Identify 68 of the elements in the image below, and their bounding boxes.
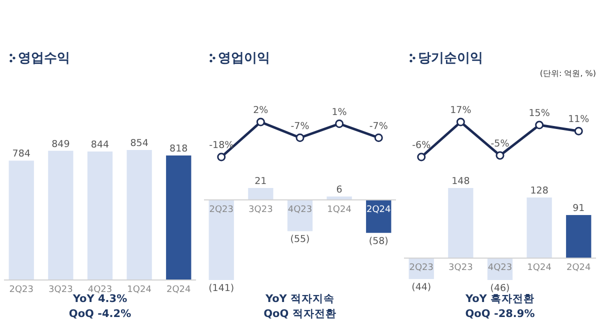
bar [566, 215, 592, 258]
data-label: -5% [490, 138, 510, 150]
data-label: -18% [209, 140, 234, 151]
bar [448, 188, 474, 258]
x-tick-label: 1Q24 [327, 204, 352, 215]
bar [166, 155, 192, 280]
chart-title: 당기순이익 [418, 51, 483, 66]
point [417, 152, 426, 162]
bar [126, 150, 152, 280]
data-label: 17% [450, 105, 472, 116]
x-tick-label: 2Q24 [566, 263, 592, 274]
point [256, 118, 265, 126]
data-label: (55) [290, 234, 310, 246]
x-tick-label: 1Q24 [527, 263, 552, 274]
bar [8, 160, 34, 280]
x-tick-label: 3Q23 [248, 204, 273, 215]
data-label: -7% [290, 120, 310, 132]
data-label: 844 [90, 140, 110, 151]
point [574, 126, 583, 136]
x-tick-label: 3Q23 [48, 285, 73, 295]
data-label: -7% [369, 120, 388, 132]
text: YoY 적자지속 [264, 293, 335, 305]
data-label: 15% [528, 108, 550, 120]
point [217, 152, 226, 162]
point [456, 118, 465, 126]
text: YoY 4.3% [72, 293, 128, 305]
data-label: -6% [412, 140, 431, 151]
chart-title: 영업수익 [18, 51, 70, 66]
data-label: (44) [412, 282, 432, 294]
data-label: 91 [572, 203, 585, 214]
data-label: 818 [170, 143, 188, 154]
x-tick-label: 4Q23 [88, 285, 112, 295]
data-label: 6 [336, 184, 342, 196]
x-tick-label: 4Q23 [288, 204, 312, 215]
x-tick-label: 3Q23 [448, 263, 473, 274]
bar [87, 152, 113, 280]
x-tick-label: 1Q24 [127, 285, 152, 295]
point [374, 134, 383, 142]
data-label: 128 [530, 185, 548, 196]
data-label: 1% [332, 106, 347, 118]
data-label: (141) [208, 283, 234, 294]
x-tick-label: 2Q23 [9, 285, 34, 295]
data-label: 784 [12, 148, 30, 160]
point [296, 134, 304, 142]
data-label: (58) [368, 236, 388, 247]
data-label: 21 [254, 176, 267, 187]
data-label: 854 [130, 138, 148, 149]
text: QoQ -28.9% [465, 308, 536, 320]
chart-title: 영업이익 [218, 51, 270, 66]
bar [526, 197, 552, 258]
x-tick-label: 2Q23 [209, 204, 234, 215]
data-label: 849 [52, 138, 70, 150]
x-tick-label: 2Q23 [409, 263, 434, 274]
point [496, 151, 504, 160]
x-tick-label: 4Q23 [488, 263, 512, 274]
x-tick-label: 2Q24 [366, 204, 392, 215]
text: QoQ 적자전환 [264, 308, 336, 320]
data-label: 2% [253, 105, 268, 116]
text: QoQ -4.2% [68, 308, 132, 320]
data-label: 148 [452, 176, 470, 187]
point [535, 120, 544, 130]
chart-subtitle: (단위: 억원, %) [540, 69, 596, 78]
bar [48, 150, 74, 280]
data-label: (46) [490, 283, 510, 294]
text: YoY 흑자전환 [464, 293, 535, 305]
point [335, 120, 344, 128]
x-tick-label: 2Q24 [166, 285, 192, 295]
data-label: 11% [568, 114, 590, 126]
